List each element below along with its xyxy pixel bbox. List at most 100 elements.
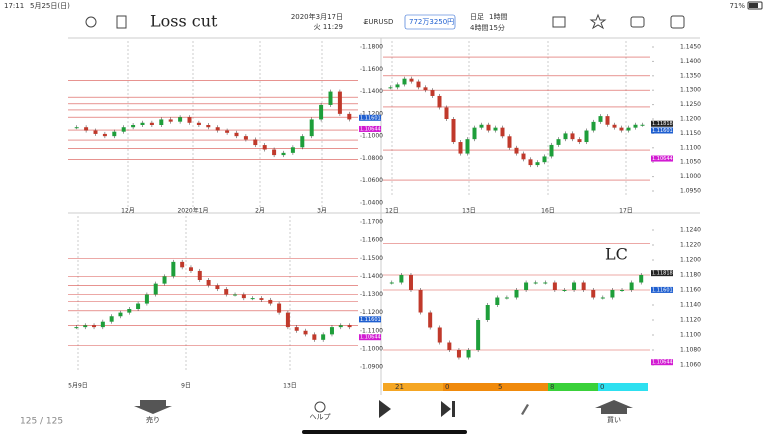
indicator-label: 0 xyxy=(600,383,604,391)
candle xyxy=(495,297,500,305)
price-tag xyxy=(359,125,381,132)
gallery-icon[interactable] xyxy=(670,15,685,29)
y-tick-label: 1.1500 xyxy=(362,255,383,262)
candle xyxy=(268,299,273,304)
candle xyxy=(402,78,407,85)
battery-icon xyxy=(747,1,763,10)
price-tag xyxy=(651,155,673,162)
candle xyxy=(319,104,324,120)
y-tick-label: 1.1140 xyxy=(680,302,701,309)
buy-button[interactable] xyxy=(595,400,633,414)
candle xyxy=(250,298,255,300)
y-tick-label: 1.1250 xyxy=(680,101,701,108)
candle xyxy=(243,136,248,140)
candle xyxy=(640,124,645,126)
settings-icon[interactable] xyxy=(85,16,97,28)
candle xyxy=(479,124,484,128)
x-tick-label: 13日 xyxy=(462,208,476,215)
candle xyxy=(259,298,264,300)
price-tag xyxy=(651,286,673,293)
favorite-icon[interactable] xyxy=(589,13,607,30)
indicator-label: 5 xyxy=(498,383,502,391)
candle xyxy=(225,130,230,133)
y-tick-label: 1.1600 xyxy=(362,66,383,73)
timeframe[interactable]: 1時間 xyxy=(489,13,507,21)
x-tick-label: 3月 xyxy=(317,208,327,215)
candle xyxy=(416,81,421,88)
candle xyxy=(472,127,477,140)
candle xyxy=(272,149,277,156)
y-tick-label: 1.1200 xyxy=(362,309,383,316)
candle xyxy=(466,350,471,358)
candle xyxy=(84,127,89,131)
pencil-button[interactable] xyxy=(521,404,529,415)
y-tick-label: 1.1080 xyxy=(680,347,701,354)
candle xyxy=(127,309,132,313)
candle xyxy=(206,125,211,128)
status-time: 17:11 xyxy=(4,2,24,10)
chevron[interactable]: ⌄ xyxy=(362,18,368,26)
balance-box[interactable] xyxy=(404,14,456,30)
y-tick-label: 1.1700 xyxy=(362,219,383,226)
candle xyxy=(149,122,154,125)
candle xyxy=(215,285,220,290)
candle xyxy=(581,282,586,290)
y-tick-label: 1.1450 xyxy=(680,44,701,51)
y-tick-label: 1.1000 xyxy=(362,133,383,140)
candle xyxy=(347,325,352,328)
step-button[interactable] xyxy=(441,401,455,417)
price-tag xyxy=(359,114,381,121)
candle xyxy=(437,95,442,108)
timeframe[interactable]: 15分 xyxy=(489,23,505,32)
candle xyxy=(140,122,145,125)
y-tick-label: 1.1000 xyxy=(680,173,701,180)
candle xyxy=(605,116,610,125)
sell-button[interactable] xyxy=(134,400,172,414)
candle xyxy=(528,159,533,166)
y-tick-label: 1.0900 xyxy=(362,364,383,371)
candle xyxy=(423,87,428,91)
x-tick-label: 5月9日 xyxy=(68,383,88,390)
layout-icon[interactable] xyxy=(552,16,566,28)
timeframe[interactable]: 4時間 xyxy=(470,24,488,32)
calendar-icon[interactable] xyxy=(116,15,127,29)
candle xyxy=(180,261,185,268)
play-button[interactable] xyxy=(379,400,391,418)
candle xyxy=(329,327,334,335)
candle xyxy=(347,113,352,120)
candle xyxy=(600,297,605,299)
candle xyxy=(552,282,557,290)
candle xyxy=(100,321,105,328)
candle xyxy=(409,78,414,82)
candle xyxy=(321,334,326,340)
candle xyxy=(328,91,333,105)
price-tag xyxy=(359,316,381,323)
candle xyxy=(633,124,638,128)
candle xyxy=(300,136,305,148)
y-tick-label: 1.1000 xyxy=(362,345,383,352)
candle xyxy=(206,280,211,286)
help-icon[interactable] xyxy=(314,401,326,413)
candle xyxy=(93,130,98,134)
symbol[interactable]: EURUSD xyxy=(364,18,393,26)
candle xyxy=(92,325,97,328)
candle xyxy=(521,153,526,160)
candle xyxy=(338,325,343,328)
price-tag-label: 1.10644 xyxy=(360,126,381,132)
price-tag-label: 1.11601 xyxy=(360,317,381,323)
price-tag xyxy=(359,334,381,341)
y-tick-label: 1.1100 xyxy=(362,327,383,334)
indicator-label: 0 xyxy=(445,383,449,391)
timeframe[interactable]: 日足 xyxy=(470,13,484,21)
camera-icon[interactable] xyxy=(630,16,645,28)
x-tick-label: 2月 xyxy=(255,208,265,215)
battery: 71% xyxy=(729,2,745,10)
candle xyxy=(591,121,596,131)
candle xyxy=(162,276,167,284)
candle xyxy=(430,90,435,96)
candle xyxy=(598,116,603,122)
y-tick-label: 1.1160 xyxy=(680,287,701,294)
price-tag-label: 1.10644 xyxy=(652,156,673,162)
candle xyxy=(136,303,141,309)
